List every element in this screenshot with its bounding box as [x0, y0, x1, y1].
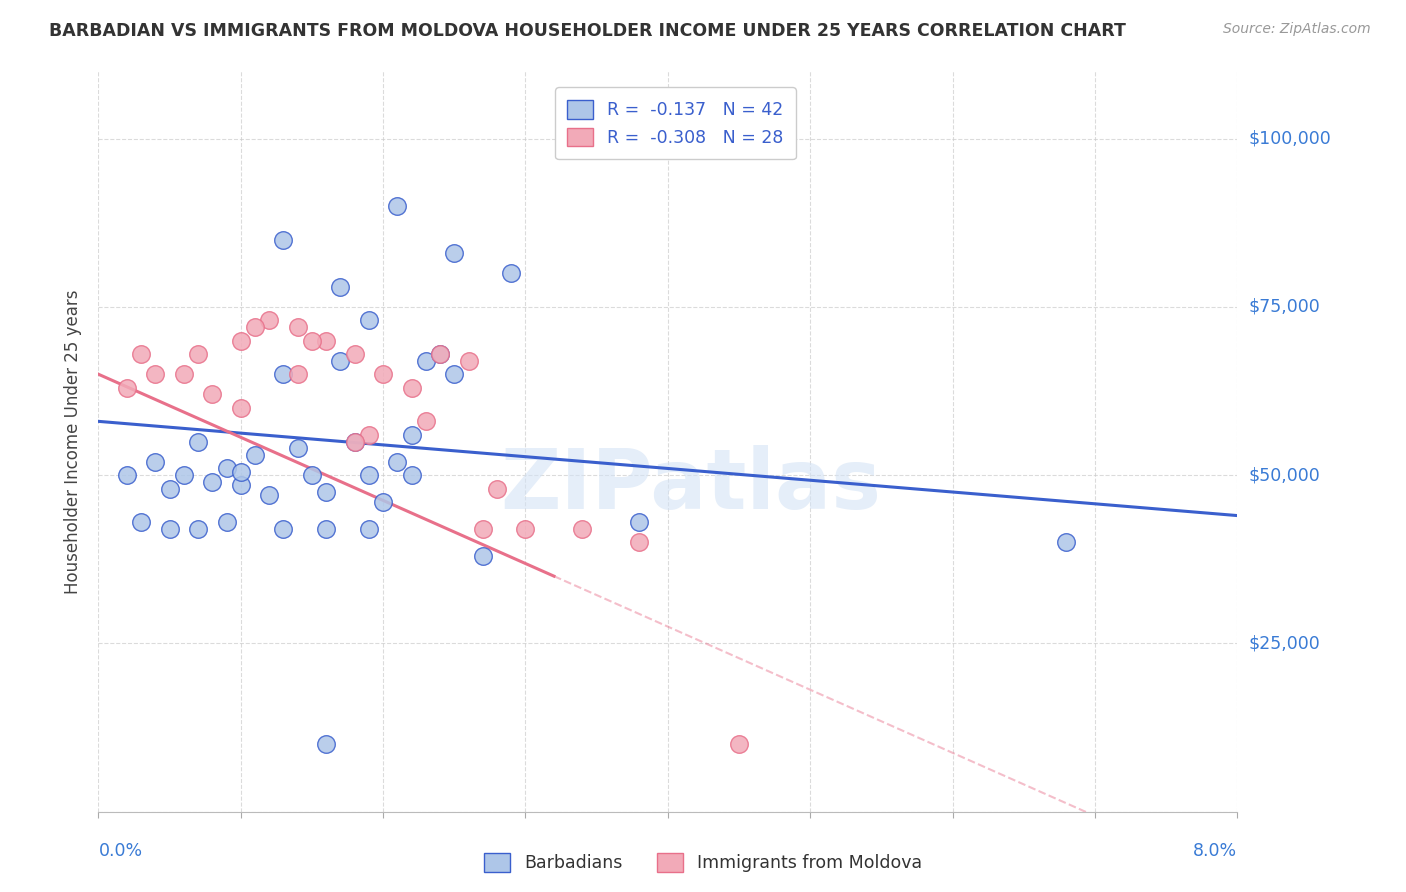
- Point: [173, 468, 195, 483]
- Point: [287, 320, 309, 334]
- Point: [415, 414, 437, 428]
- Point: [571, 522, 593, 536]
- Point: [187, 522, 209, 536]
- Point: [728, 738, 751, 752]
- Point: [501, 266, 523, 280]
- Point: [628, 516, 651, 530]
- Text: $25,000: $25,000: [1249, 634, 1320, 652]
- Point: [273, 522, 295, 536]
- Point: [357, 468, 380, 483]
- Point: [173, 368, 195, 382]
- Point: [401, 381, 423, 395]
- Point: [129, 516, 152, 530]
- Point: [628, 535, 651, 549]
- Point: [401, 427, 423, 442]
- Point: [371, 368, 394, 382]
- Point: [301, 334, 323, 348]
- Point: [387, 455, 409, 469]
- Point: [315, 485, 337, 500]
- Text: BARBADIAN VS IMMIGRANTS FROM MOLDOVA HOUSEHOLDER INCOME UNDER 25 YEARS CORRELATI: BARBADIAN VS IMMIGRANTS FROM MOLDOVA HOU…: [49, 22, 1126, 40]
- Point: [443, 246, 465, 260]
- Point: [343, 347, 366, 361]
- Point: [315, 522, 337, 536]
- Point: [515, 522, 537, 536]
- Point: [273, 233, 295, 247]
- Point: [229, 465, 252, 479]
- Point: [371, 495, 394, 509]
- Point: [443, 368, 465, 382]
- Point: [201, 475, 224, 489]
- Point: [457, 353, 479, 368]
- Point: [471, 549, 494, 563]
- Text: $75,000: $75,000: [1249, 298, 1320, 316]
- Text: $100,000: $100,000: [1249, 129, 1331, 148]
- Text: ZIPatlas: ZIPatlas: [501, 445, 882, 526]
- Point: [229, 401, 252, 415]
- Point: [357, 522, 380, 536]
- Point: [315, 334, 337, 348]
- Point: [401, 468, 423, 483]
- Point: [287, 442, 309, 456]
- Point: [229, 478, 252, 492]
- Text: 0.0%: 0.0%: [98, 842, 142, 860]
- Point: [343, 434, 366, 449]
- Point: [159, 482, 181, 496]
- Point: [145, 368, 167, 382]
- Point: [259, 488, 281, 502]
- Point: [273, 368, 295, 382]
- Point: [486, 482, 509, 496]
- Point: [145, 455, 167, 469]
- Point: [357, 427, 380, 442]
- Text: 8.0%: 8.0%: [1194, 842, 1237, 860]
- Point: [429, 347, 451, 361]
- Point: [387, 199, 409, 213]
- Y-axis label: Householder Income Under 25 years: Householder Income Under 25 years: [65, 289, 83, 594]
- Point: [287, 368, 309, 382]
- Point: [471, 522, 494, 536]
- Point: [1056, 535, 1078, 549]
- Point: [315, 738, 337, 752]
- Point: [129, 347, 152, 361]
- Point: [429, 347, 451, 361]
- Point: [357, 313, 380, 327]
- Point: [201, 387, 224, 401]
- Point: [115, 468, 138, 483]
- Point: [329, 353, 352, 368]
- Point: [301, 468, 323, 483]
- Point: [215, 461, 238, 475]
- Point: [187, 347, 209, 361]
- Point: [243, 448, 266, 462]
- Point: [259, 313, 281, 327]
- Text: $50,000: $50,000: [1249, 467, 1320, 484]
- Point: [343, 434, 366, 449]
- Point: [329, 279, 352, 293]
- Legend: Barbadians, Immigrants from Moldova: Barbadians, Immigrants from Moldova: [477, 846, 929, 879]
- Point: [159, 522, 181, 536]
- Text: Source: ZipAtlas.com: Source: ZipAtlas.com: [1223, 22, 1371, 37]
- Point: [187, 434, 209, 449]
- Point: [115, 381, 138, 395]
- Point: [243, 320, 266, 334]
- Point: [215, 516, 238, 530]
- Point: [415, 353, 437, 368]
- Legend: R =  -0.137   N = 42, R =  -0.308   N = 28: R = -0.137 N = 42, R = -0.308 N = 28: [555, 87, 796, 159]
- Point: [229, 334, 252, 348]
